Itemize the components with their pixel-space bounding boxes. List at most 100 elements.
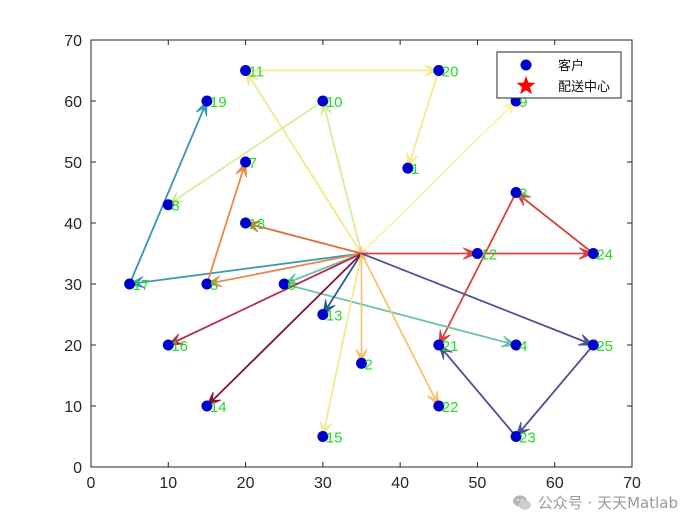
customer-label-11: 11 [249,64,265,81]
x-tick-label-0: 0 [87,475,96,492]
customer-point-3 [510,187,522,198]
y-tick-label-0: 0 [73,460,82,477]
customer-label-2: 2 [365,356,373,373]
customer-label-12: 12 [480,247,497,264]
route-7-segment-3 [515,191,594,255]
customer-label-15: 15 [326,430,343,447]
route-9-segment-1 [322,253,363,315]
legend-depot-marker [516,76,536,95]
customer-point-6 [278,278,290,290]
x-tick-label-60: 60 [546,475,564,492]
axes-box [90,39,633,468]
customer-point-17 [124,278,136,290]
customer-label-3: 3 [519,186,527,203]
y-tick-label-40: 40 [64,216,82,233]
customer-point-13 [317,309,329,320]
route-6-segment-1 [245,222,362,255]
chat-bubble-icon [512,495,531,510]
y-tick-label-10: 10 [64,399,82,416]
x-tick-label-50: 50 [469,475,487,492]
watermark-text: 公众号 · 天天Matlab [537,494,678,512]
customer-label-7: 7 [249,155,257,172]
customer-point-19 [201,95,213,107]
customer-point-18 [240,217,252,229]
customer-label-14: 14 [210,399,227,416]
customer-label-1: 1 [411,161,419,178]
route-4-segment-2 [128,100,208,285]
y-tick-label-70: 70 [64,33,82,50]
y-tick-label-20: 20 [64,338,82,355]
x-tick-label-30: 30 [314,475,332,492]
customer-point-8 [162,199,174,211]
route-2-segment-1 [360,100,517,255]
route-5-segment-1 [206,252,362,285]
customer-label-9: 9 [519,94,527,111]
x-tick-label-10: 10 [159,475,177,492]
route-15-segment-3 [438,344,517,438]
legend-box [496,51,622,99]
customer-label-19: 19 [210,94,227,111]
customer-point-11 [240,65,252,76]
customer-point-2 [356,357,367,369]
customer-label-21: 21 [442,338,459,355]
customer-point-23 [510,431,522,442]
customer-point-24 [587,248,599,259]
y-tick-label-50: 50 [64,155,82,172]
customer-label-20: 20 [442,64,459,81]
route-8-segment-1 [283,252,362,285]
route-11-segment-1 [206,252,363,407]
route-12-segment-1 [321,253,363,437]
route-3-segment-2 [167,100,324,206]
customer-label-16: 16 [171,338,188,355]
route-5-segment-2 [206,161,247,285]
customer-point-7 [240,156,252,168]
customer-point-15 [317,431,329,442]
customer-point-1 [402,162,414,174]
axes: 0 10 20 30 40 50 60 70 0 10 20 30 40 50 60 70 [64,33,641,492]
customer-point-21 [433,339,445,351]
route-13-arrow-1 [355,348,368,364]
customer-point-10 [317,95,329,107]
y-tick-label-60: 60 [64,94,82,111]
customer-point-25 [587,339,599,351]
customer-point-20 [433,65,445,76]
route-1-segment-3 [407,70,440,169]
route-7-segment-4 [437,192,517,346]
customer-label-8: 8 [171,198,179,215]
customer-label-6: 6 [287,277,295,294]
customer-point-12 [471,248,483,259]
customer-point-14 [201,400,213,412]
route-1-arrow-2 [424,64,440,77]
legend-label-1: 客户 [558,58,584,74]
customer-point-4 [510,339,522,351]
route-7-arrow-2 [578,247,594,260]
customer-point-16 [162,339,174,351]
customer-label-13: 13 [326,308,343,325]
customer-label-25: 25 [596,338,613,355]
x-tick-label-70: 70 [623,475,641,492]
legend-customer-marker [520,59,532,71]
route-4-segment-1 [129,252,362,285]
route-10-segment-1 [167,252,362,346]
customer-points [124,65,599,442]
route-14-segment-1 [360,253,440,407]
customer-label-4: 4 [519,338,527,355]
route-1-segment-1 [244,70,363,254]
customer-label-17: 17 [133,277,150,294]
y-tick-label-30: 30 [64,277,82,294]
customer-point-22 [433,400,445,412]
depot-star [352,244,371,261]
route-7-arrow-1 [462,247,478,260]
customer-label-18: 18 [249,216,266,233]
legend-label-2: 配送中心 [558,80,610,95]
route-8-segment-2 [283,283,517,346]
route-15-segment-2 [515,344,595,438]
customer-label-23: 23 [519,430,536,447]
customer-label-22: 22 [442,399,459,416]
customer-point-5 [201,278,213,290]
customer-label-10: 10 [326,94,343,111]
x-tick-label-40: 40 [391,475,409,492]
